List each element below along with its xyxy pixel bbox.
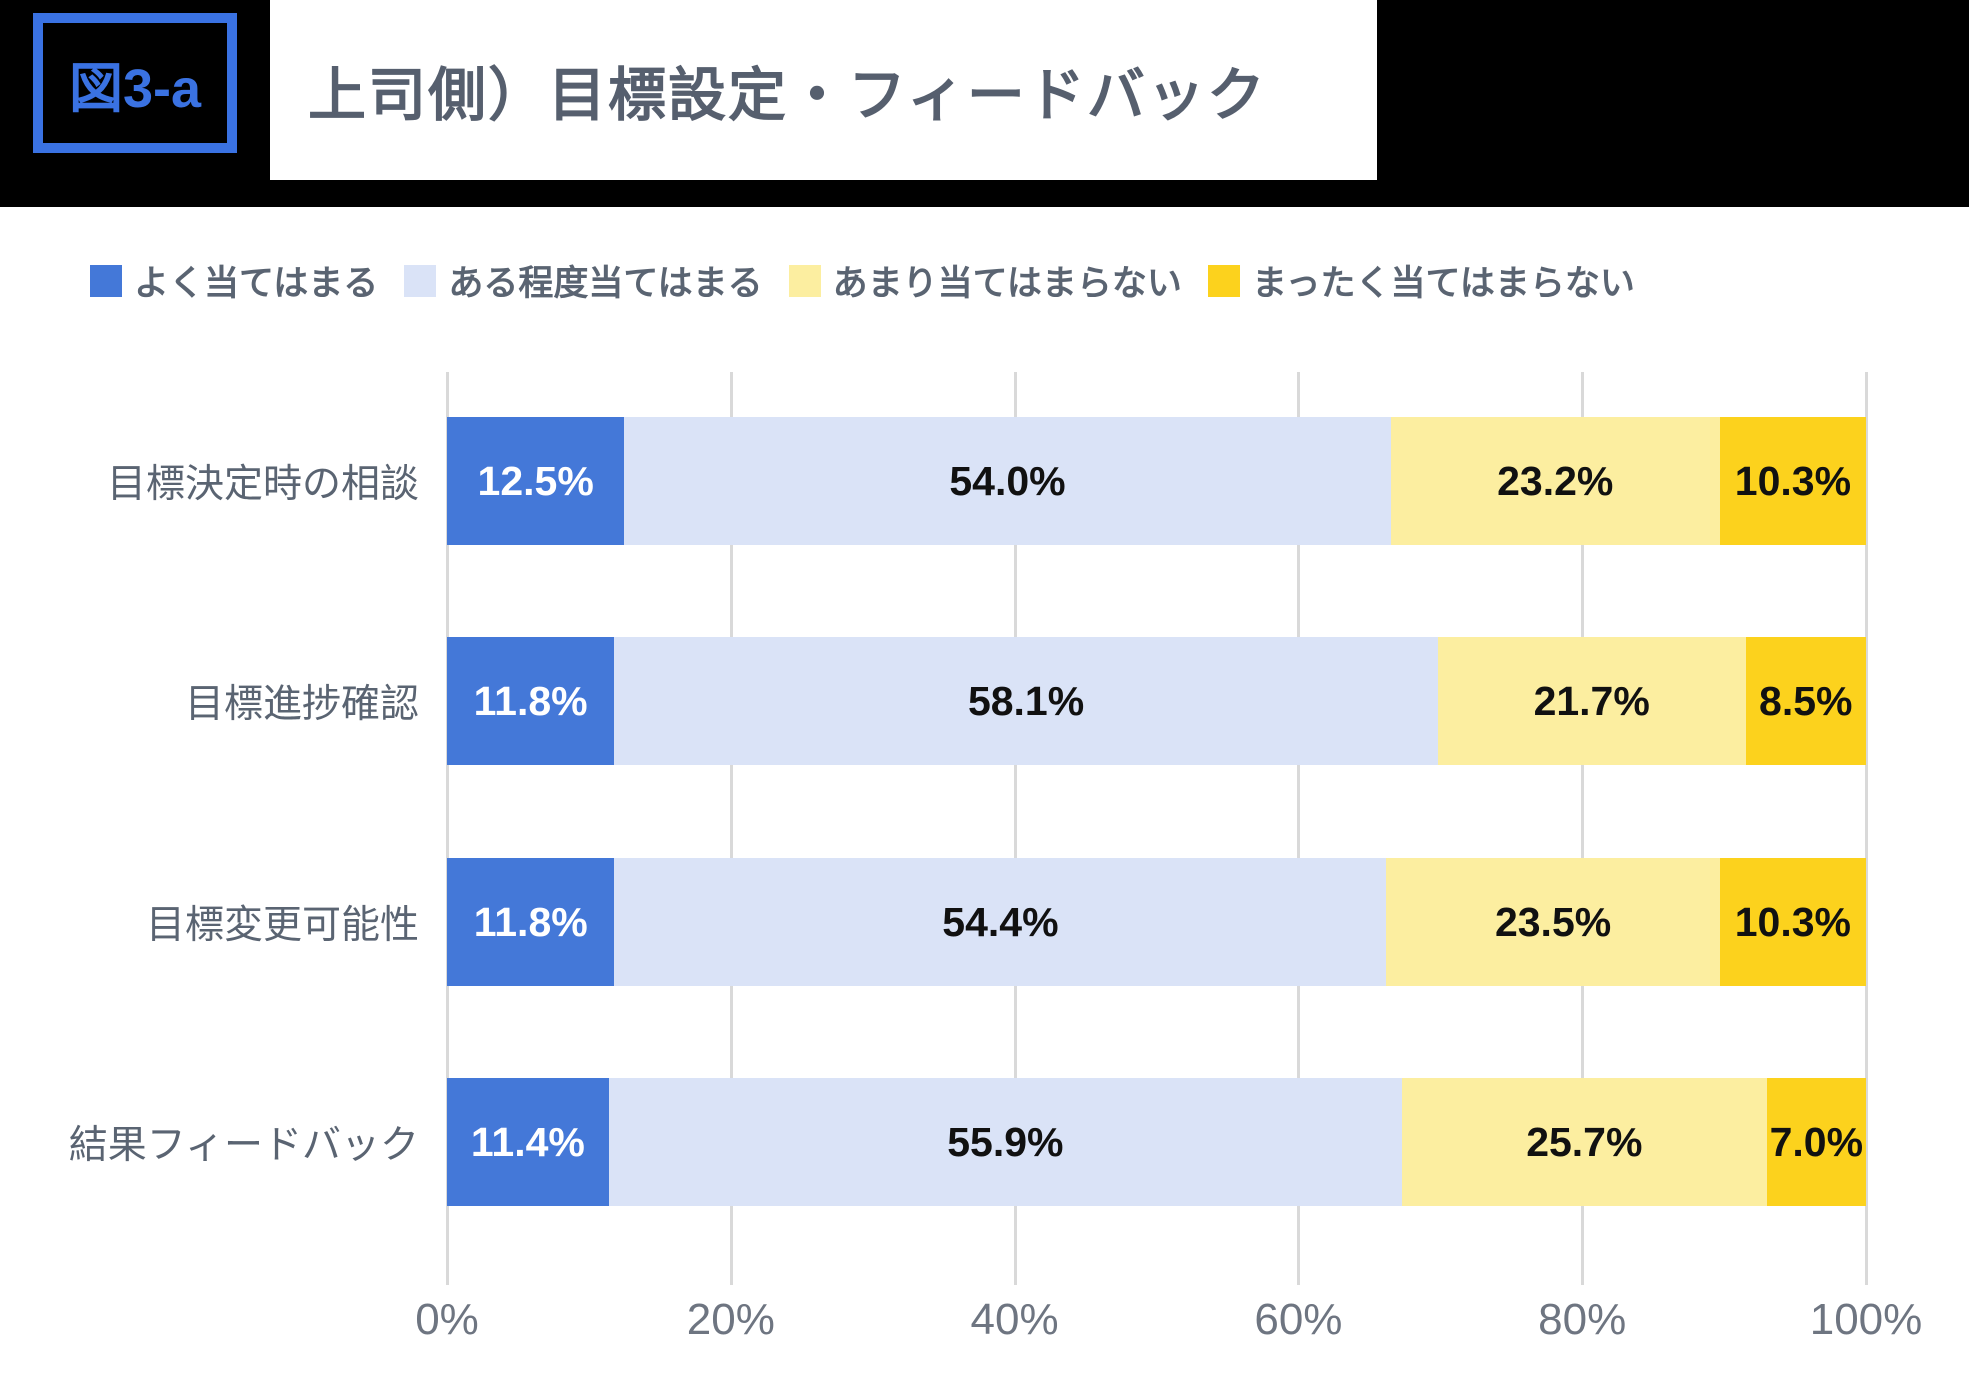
gridline — [1581, 372, 1585, 1285]
category-label: 目標進捗確認 — [184, 683, 419, 726]
legend: よく当てはまる ある程度当てはまる あまり当てはまらない まったく当てはまらない — [90, 255, 1635, 306]
bar-segment-1: 54.0% — [624, 417, 1391, 545]
x-tick-label: 100% — [1809, 1295, 1923, 1344]
bar-segment-2: 23.5% — [1386, 858, 1720, 986]
page-title: 上司側）目標設定・フィードバック — [308, 63, 1267, 128]
x-tick-label: 40% — [970, 1295, 1059, 1344]
bar-segment-3: 10.3% — [1719, 417, 1866, 545]
title-card: 上司側）目標設定・フィードバック — [270, 0, 1377, 180]
bar-row-0: 目標決定時の相談 12.5% 54.0% 23.2% 10.3% — [107, 417, 1866, 545]
legend-label: ある程度当てはまる — [448, 264, 763, 303]
bar-segment-0: 11.8% — [447, 858, 615, 986]
bar-segment-0: 11.4% — [447, 1078, 609, 1206]
legend-item-1: ある程度当てはまる — [404, 255, 763, 306]
legend-item-0: よく当てはまる — [90, 255, 378, 306]
gridline — [446, 372, 449, 1285]
legend-item-2: あまり当てはまらない — [788, 255, 1182, 306]
gridline — [1865, 372, 1868, 1285]
figure-badge: 図3-a — [33, 13, 237, 153]
legend-item-3: まったく当てはまらない — [1207, 255, 1635, 306]
gridline — [1013, 372, 1017, 1285]
bar-row-2: 目標変更可能性 11.8% 54.4% 23.5% 10.3% — [146, 858, 1866, 986]
category-label: 目標決定時の相談 — [106, 463, 419, 506]
bar-segment-2: 23.2% — [1390, 417, 1720, 545]
legend-swatch-icon — [1207, 264, 1240, 297]
category-label: 目標変更可能性 — [145, 904, 419, 947]
bar-segment-1: 58.1% — [614, 637, 1438, 765]
legend-label: まったく当てはまらない — [1251, 264, 1635, 303]
bar-segment-2: 25.7% — [1401, 1078, 1767, 1206]
x-tick-label: 0% — [415, 1295, 479, 1344]
legend-swatch-icon — [788, 264, 821, 297]
plot-area: 目標決定時の相談 12.5% 54.0% 23.2% 10.3% 目標進捗確認 11.8% 5… — [69, 372, 1868, 1285]
legend-label: あまり当てはまらない — [832, 264, 1182, 303]
gridline — [1297, 372, 1301, 1285]
bar-segment-3: 8.5% — [1745, 637, 1866, 765]
bar-segment-0: 11.8% — [447, 637, 615, 765]
x-tick-label: 20% — [686, 1295, 775, 1344]
legend-swatch-icon — [90, 264, 122, 297]
bar-row-1: 目標進捗確認 11.8% 58.1% 21.7% 8.5% — [185, 637, 1866, 765]
figure-label: 図3-a — [68, 58, 202, 119]
legend-label: よく当てはまる — [134, 264, 379, 303]
bar-row-3: 結果フィードバック 11.4% 55.9% 25.7% 7.0% — [69, 1078, 1866, 1206]
bar-segment-1: 54.4% — [614, 858, 1387, 986]
x-tick-label: 80% — [1538, 1295, 1627, 1344]
bar-segment-3: 10.3% — [1719, 858, 1866, 986]
legend-swatch-icon — [404, 264, 437, 297]
category-label: 結果フィードバック — [68, 1124, 419, 1167]
bar-segment-3: 7.0% — [1766, 1078, 1866, 1206]
gridline — [729, 372, 733, 1285]
bar-segment-0: 12.5% — [447, 417, 625, 545]
x-axis: 0% 20% 40% 60% 80% 100% — [415, 1295, 1922, 1355]
bar-segment-2: 21.7% — [1437, 637, 1746, 765]
header-band: 図3-a 上司側）目標設定・フィードバック — [0, 0, 1969, 207]
x-tick-label: 60% — [1254, 1295, 1343, 1344]
bar-segment-1: 55.9% — [608, 1078, 1402, 1206]
